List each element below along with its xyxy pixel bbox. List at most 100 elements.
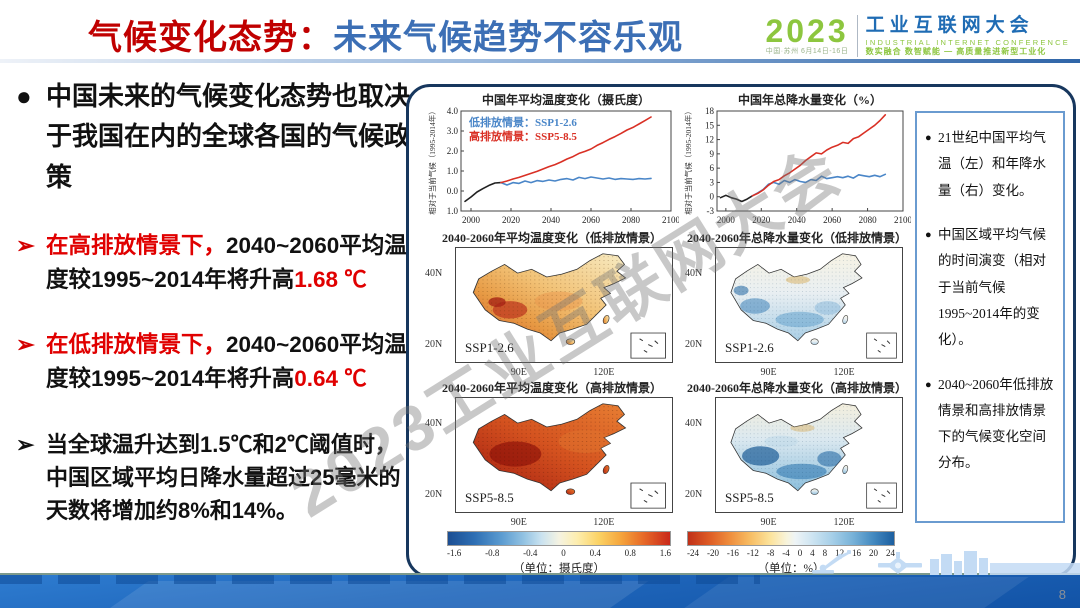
colorbar-tick: -4	[782, 548, 790, 558]
figure-notes-box: ● 21世纪中国平均气温（左）和年降水量（右）变化。 ● 中国区域平均气候的时间演变（…	[915, 111, 1065, 523]
south-china-sea-inset	[630, 332, 666, 359]
bullet-marker: ➢	[16, 431, 35, 457]
left-bullet-3: ➢ 当全球温升达到1.5℃和2℃阈值时，中国区域平均日降水量超过25毫米的天数将增…	[16, 428, 412, 527]
lon-tick-label: 120E	[833, 517, 855, 528]
chart-ylabel: 相对于当前气候（1995-2014年）	[683, 107, 693, 215]
colorbar-tick: -0.4	[523, 548, 538, 558]
left-bullet-2: ➢ 在低排放情景下，2040~2060平均温度较1995~2014年将升高0.64…	[16, 328, 412, 396]
colorbar-ticks: -24 -20 -16 -12 -8 -4 0 4 8 12 16 20 24	[687, 548, 895, 558]
taiwan-island	[842, 465, 849, 474]
chart-title: 中国年平均温度变化（摄氏度）	[482, 93, 650, 107]
colorbar-tick: 4	[810, 548, 815, 558]
footer-skyline	[0, 575, 760, 584]
colorbar-tick: 12	[835, 548, 845, 558]
svg-text:3: 3	[710, 177, 715, 187]
left-bullet-0: ● 中国未来的气候变化态势也取决于我国在内的全球各国的气候政策	[16, 76, 412, 197]
bullet-text: 在低排放情景下，2040~2060平均温度较1995~2014年将升高0.64 …	[46, 332, 407, 392]
logo-divider	[856, 14, 858, 57]
lat-tick-label: 20N	[685, 489, 703, 501]
colorbar-tick: 0	[797, 548, 803, 558]
colorbar-tick: -16	[726, 548, 739, 558]
page-title: 气候变化态势：未来气候趋势不容乐观	[88, 10, 683, 59]
lon-tick-label: 120E	[593, 517, 615, 528]
svg-text:2000: 2000	[717, 215, 736, 225]
map-temp-low-emission: 2040-2060年平均温度变化（低排放情景） SSP1-2.6 40N 20N 90E…	[423, 229, 681, 378]
svg-text:2020: 2020	[752, 215, 771, 225]
map-frame	[455, 247, 673, 363]
lat-tick-label: 40N	[685, 267, 703, 279]
south-china-sea-inset	[866, 482, 897, 509]
title-underline	[0, 59, 1080, 63]
map-temp-high-emission: 2040-2060年平均温度变化（高排放情景） SSP5-8.5 40N 20N 90E…	[423, 379, 681, 528]
figure-panel: 中国年平均温度变化（摄氏度） 2000 2020 2040 2060 2080 2100 1.…	[406, 84, 1076, 578]
south-china-sea-inset	[630, 482, 666, 509]
svg-text:2080: 2080	[622, 215, 641, 225]
svg-text:2020: 2020	[502, 215, 521, 225]
map-title: 2040-2060年总降水量变化（低排放情景）	[687, 231, 907, 245]
map-frame	[455, 397, 673, 513]
note-text: 21世纪中国平均气温（左）和年降水量（右）变化。	[938, 130, 1046, 198]
logo-name-en: INDUSTRIAL INTERNET CONFERENCE	[865, 37, 1070, 47]
svg-text:18: 18	[705, 106, 715, 116]
note-text: 中国区域平均气候的时间演变（相对于当前气候1995~2014年的变化）。	[938, 226, 1046, 348]
south-china-sea-inset	[866, 332, 897, 359]
series-历史（1995-2014）	[464, 181, 502, 203]
logo-venue: 中国·苏州 6月14日-16日	[765, 47, 849, 55]
colorbar-tick: 0.4	[589, 548, 601, 558]
chart-title: 中国年总降水量变化（%）	[738, 93, 882, 107]
left-bullet-1: ➢ 在高排放情景下，2040~2060平均温度较1995~2014年将升高1.68…	[16, 229, 412, 297]
colorbar-precipitation: -24 -20 -16 -12 -8 -4 0 4 8 12 16 20 24 （单位：%）	[687, 531, 895, 576]
lon-tick-label: 90E	[510, 517, 527, 528]
lat-tick-label: 20N	[685, 339, 703, 351]
map-frame	[715, 247, 903, 363]
page-title-red: 气候变化态势：	[88, 19, 333, 57]
lon-tick-label: 90E	[760, 517, 777, 528]
colorbar-tick: -1.6	[447, 548, 462, 558]
legend-item: 低排放情景：SSP1-2.6	[468, 115, 577, 129]
bullet-marker: ➢	[16, 332, 35, 358]
footer-band	[0, 575, 1080, 608]
colorbar-tick: 0.8	[624, 548, 636, 558]
map-scenario-label: SSP1-2.6	[725, 340, 774, 355]
note-item-2: ● 2040~2060年低排放情景和高排放情景下的气候变化空间分布。	[925, 372, 1055, 477]
map-title: 2040-2060年平均温度变化（低排放情景）	[442, 231, 662, 245]
logo-year: 2023	[765, 12, 849, 49]
map-frame	[715, 397, 903, 513]
note-marker: ●	[925, 132, 932, 144]
bullet-text: 当全球温升达到1.5℃和2℃阈值时，中国区域平均日降水量超过25毫米的天数将增加…	[46, 431, 401, 523]
map-scenario-label: SSP5-8.5	[465, 490, 514, 505]
chart-ylabel: 相对于当前气候（1995-2014年）	[427, 107, 437, 215]
svg-text:1.0: 1.0	[447, 166, 459, 176]
series-SSP1-2.6	[500, 176, 652, 186]
svg-text:2000: 2000	[462, 215, 481, 225]
svg-text:2100: 2100	[894, 215, 911, 225]
legend-item: 高排放情景：SSP5-8.5	[469, 129, 577, 143]
lat-tick-label: 40N	[425, 417, 443, 429]
footer-streak	[91, 581, 649, 608]
lon-tick-label: 90E	[510, 367, 527, 378]
colorbar-gradient	[687, 531, 895, 546]
bullet-text: 在高排放情景下，2040~2060平均温度较1995~2014年将升高1.68 …	[46, 232, 407, 292]
colorbar-caption: （单位：摄氏度）	[513, 563, 605, 575]
svg-text:-3: -3	[707, 206, 715, 216]
svg-text:2080: 2080	[859, 215, 878, 225]
lat-tick-label: 20N	[425, 339, 443, 351]
svg-text:2.0: 2.0	[447, 146, 459, 156]
note-marker: ●	[925, 228, 932, 241]
bullet-marker: ●	[16, 81, 32, 111]
map-scenario-label: SSP1-2.6	[465, 340, 514, 355]
svg-text:2060: 2060	[582, 215, 601, 225]
svg-text:9: 9	[710, 149, 715, 159]
note-text: 2040~2060年低排放情景和高排放情景下的气候变化空间分布。	[938, 376, 1054, 471]
lon-tick-label: 90E	[760, 367, 777, 378]
colorbar-tick: -8	[766, 548, 775, 558]
taiwan-island	[602, 465, 610, 474]
colorbar-tick: 16	[852, 548, 862, 558]
map-precip-low-emission: 2040-2060年总降水量变化（低排放情景） SSP1-2.6 40N 20N 90E…	[683, 229, 911, 378]
industrial-silhouette-graphic	[812, 550, 1080, 575]
logo-year-block: 2023 中国·苏州 6月14日-16日	[765, 12, 849, 56]
svg-text:0.0: 0.0	[447, 186, 459, 196]
taiwan-island	[602, 315, 610, 324]
svg-text:1.0: 1.0	[447, 206, 459, 216]
note-item-1: ● 中国区域平均气候的时间演变（相对于当前气候1995~2014年的变化）。	[925, 222, 1055, 354]
